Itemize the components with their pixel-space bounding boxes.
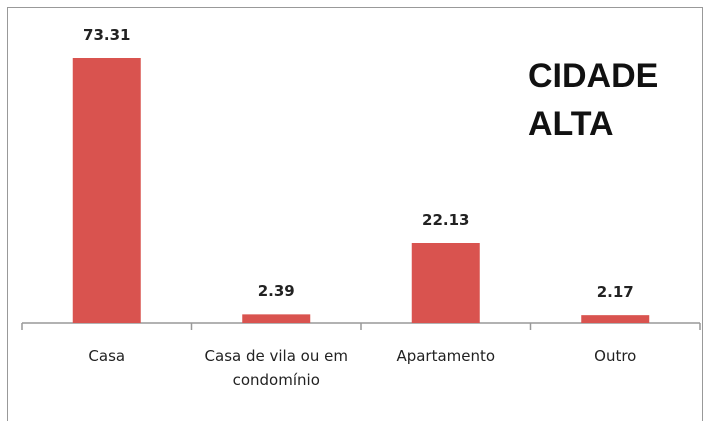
frame xyxy=(7,7,703,421)
chart-title: CIDADE ALTA xyxy=(528,57,659,143)
x-tick-label: Casa de vila ou em condomínio xyxy=(204,347,348,389)
bar xyxy=(72,58,141,323)
bar xyxy=(581,315,650,323)
x-tick-label: Casa xyxy=(88,347,126,365)
value-label: 2.17 xyxy=(596,283,634,302)
value-label: 73.31 xyxy=(83,26,131,44)
x-tick-label: Outro xyxy=(594,347,637,365)
x-tick-label: Apartamento xyxy=(396,347,496,365)
bar xyxy=(242,314,311,323)
bar xyxy=(411,243,480,323)
value-label: 2.39 xyxy=(257,282,295,301)
value-label: 22.13 xyxy=(422,211,470,229)
